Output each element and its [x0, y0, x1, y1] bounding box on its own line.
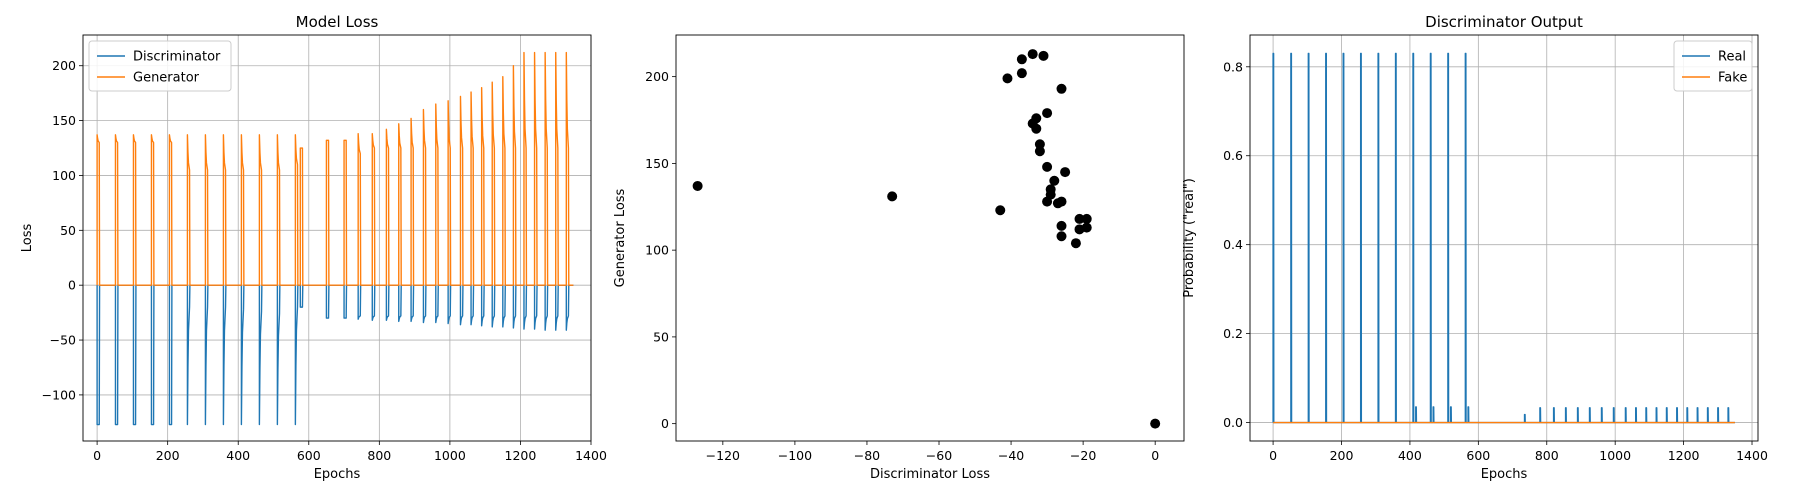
y-tick-label: 150 — [52, 113, 76, 128]
y-tick-label: 0.6 — [1223, 148, 1243, 163]
x-tick-label: 0 — [1151, 448, 1159, 463]
scatter-point — [1150, 418, 1161, 429]
x-tick-label: −120 — [706, 448, 740, 463]
discriminator-output-chart: 0 200 400 600 800 1000 1200 1400 0.0 0.2 0.4 0.6 0.8… — [1182, 13, 1768, 482]
legend-box — [1673, 40, 1753, 92]
x-tick-label: 400 — [226, 448, 250, 463]
scatter-point — [1027, 49, 1038, 60]
scatter-point — [1052, 198, 1063, 209]
y-tick-label: 100 — [645, 243, 669, 258]
scatter-point — [1042, 108, 1053, 119]
scatter-point — [1031, 113, 1042, 124]
y-axis-label: Probability ("real") — [1182, 178, 1197, 298]
y-tick-label: 50 — [653, 329, 669, 344]
y-tick-label: −100 — [42, 387, 76, 402]
y-tick-label: 0 — [661, 416, 669, 431]
y-tick-label: 200 — [52, 58, 76, 73]
model-loss-chart: 0 200 400 600 800 1000 1200 1400 −100 −50 0 50 100 15… — [20, 13, 607, 482]
scatter-point — [1034, 146, 1045, 157]
x-tick-label: 600 — [297, 448, 321, 463]
y-tick-label: −50 — [50, 333, 76, 348]
scatter-point — [1031, 123, 1042, 134]
scatter-point — [1074, 213, 1085, 224]
scatter-point — [1056, 83, 1067, 94]
scatter-point — [1038, 50, 1049, 61]
scatter-point — [1002, 73, 1013, 84]
scatter-point — [1081, 222, 1092, 233]
scatter-point — [1042, 161, 1053, 172]
x-axis-label: Epochs — [314, 467, 361, 482]
x-tick-label: 400 — [1398, 448, 1422, 463]
y-tick-label: 150 — [645, 156, 669, 171]
scatter-point — [1016, 54, 1027, 65]
y-tick-label: 0.0 — [1223, 415, 1243, 430]
x-tick-label: −80 — [854, 448, 880, 463]
x-tick-label: 0 — [1269, 448, 1277, 463]
y-tick-label: 50 — [60, 223, 76, 238]
scatter-point — [1034, 139, 1045, 150]
x-tick-label: 1000 — [434, 448, 466, 463]
x-tick-label: 800 — [1535, 448, 1559, 463]
y-tick-label: 0.4 — [1223, 237, 1243, 252]
scatter-point — [1016, 68, 1027, 79]
chart-title: Discriminator Output — [1425, 13, 1583, 31]
x-tick-label: 1000 — [1599, 448, 1631, 463]
legend-label: Generator — [133, 71, 200, 86]
x-tick-label: 200 — [156, 448, 180, 463]
legend: Discriminator Generator — [88, 40, 232, 92]
scatter-point — [1049, 175, 1060, 186]
series-line-generator — [96, 51, 574, 286]
scatter-point — [1060, 167, 1071, 178]
x-tick-label: −100 — [778, 448, 812, 463]
scatter-point — [1056, 231, 1067, 242]
legend-box — [88, 40, 232, 92]
scatter-point — [1070, 238, 1081, 249]
scatter-point — [692, 180, 703, 191]
axes-frame — [1249, 34, 1759, 442]
y-axis-label: Loss — [20, 224, 35, 253]
x-axis-label: Epochs — [1481, 467, 1528, 482]
scatter-point — [887, 191, 898, 202]
legend-label: Real — [1718, 50, 1746, 65]
axes-frame — [675, 34, 1185, 442]
y-tick-label: 0 — [68, 278, 76, 293]
y-tick-label: 200 — [645, 69, 669, 84]
x-axis-label: Discriminator Loss — [870, 467, 990, 482]
x-tick-label: 200 — [1330, 448, 1354, 463]
y-axis-label: Generator Loss — [613, 188, 628, 287]
x-tick-label: −60 — [926, 448, 952, 463]
x-tick-label: 1200 — [505, 448, 537, 463]
x-tick-label: 1400 — [1736, 448, 1768, 463]
x-tick-label: 800 — [367, 448, 391, 463]
legend-label: Discriminator — [133, 50, 221, 65]
x-tick-label: 1400 — [575, 448, 607, 463]
y-tick-label: 0.2 — [1223, 326, 1243, 341]
x-tick-label: 0 — [93, 448, 101, 463]
scatter-point — [1056, 220, 1067, 231]
chart-title: Model Loss — [296, 13, 379, 31]
y-tick-label: 0.8 — [1223, 59, 1243, 74]
x-tick-label: 1200 — [1668, 448, 1700, 463]
x-tick-label: 600 — [1466, 448, 1490, 463]
scatter-point — [995, 205, 1006, 216]
legend: Real Fake — [1673, 40, 1753, 92]
axes-frame — [82, 34, 592, 442]
x-tick-label: −20 — [1070, 448, 1096, 463]
y-tick-label: 100 — [52, 168, 76, 183]
legend-label: Fake — [1718, 71, 1747, 86]
scatter-point — [1081, 213, 1092, 224]
scatter-point — [1042, 196, 1053, 207]
loss-scatter-chart: −120 −100 −80 −60 −40 −20 0 0 50 100 150 200 Discrim… — [613, 34, 1185, 482]
x-tick-label: −40 — [998, 448, 1024, 463]
